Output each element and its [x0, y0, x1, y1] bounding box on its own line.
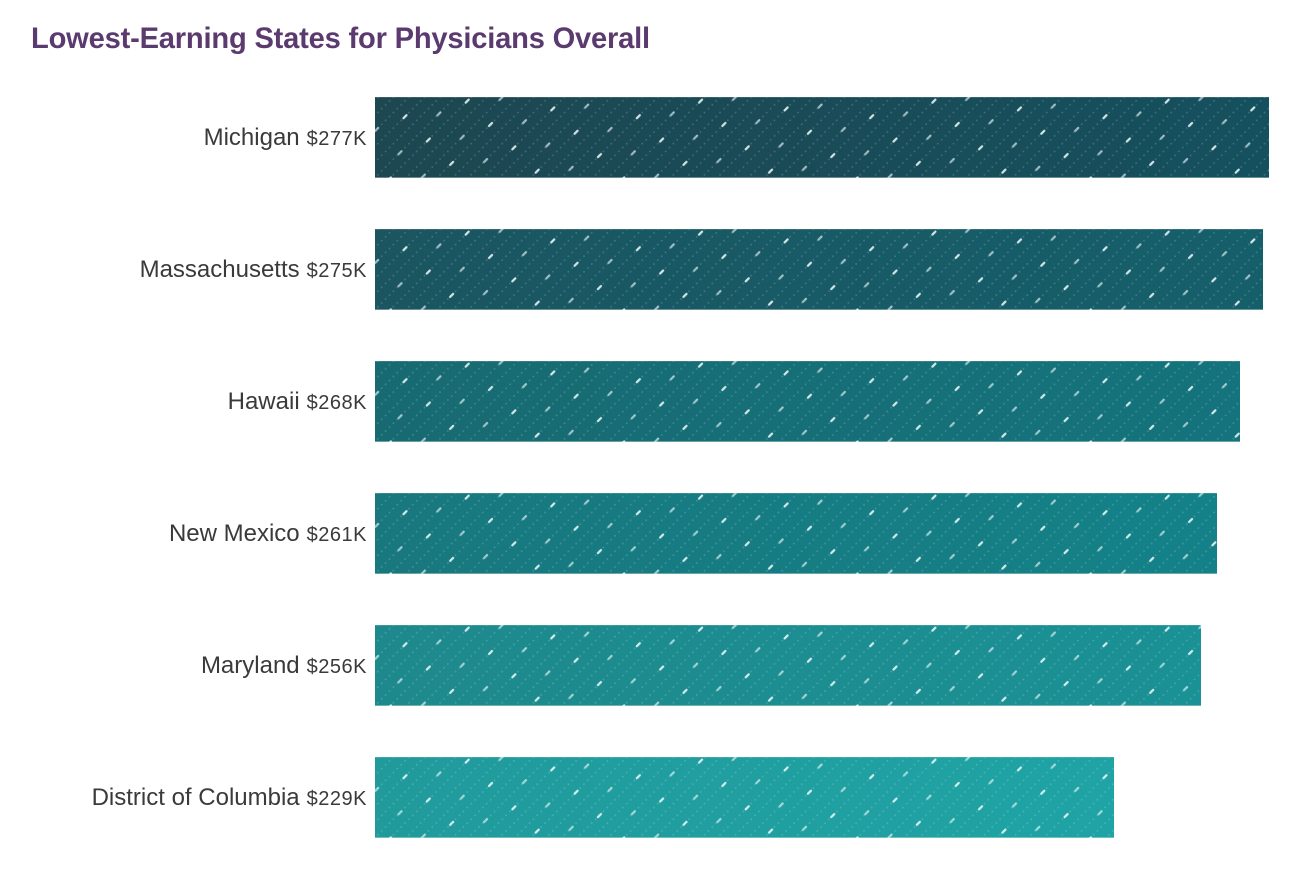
bar-texture-pattern: [375, 361, 1240, 442]
state-name: Michigan: [203, 123, 300, 151]
state-name: Massachusetts: [139, 255, 300, 283]
state-value: $256K: [306, 655, 367, 678]
bar-row: Hawaii $268K: [0, 361, 1240, 442]
state-name: Hawaii: [227, 387, 300, 415]
bar-label: Maryland $256K: [0, 652, 375, 680]
bar-texture-pattern: [375, 229, 1263, 310]
bar: [375, 361, 1240, 442]
state-value: $277K: [306, 127, 367, 150]
state-name: Maryland: [200, 651, 300, 679]
state-value: $261K: [306, 523, 367, 546]
bar-texture-pattern: [375, 625, 1201, 706]
bar-texture-pattern: [375, 757, 1114, 838]
state-name: District of Columbia: [91, 783, 300, 811]
bar-label: District of Columbia $229K: [0, 784, 375, 812]
bar-row: Michigan $277K: [0, 97, 1269, 178]
bar-row: Massachusetts $275K: [0, 229, 1263, 310]
bar-row: Maryland $256K: [0, 625, 1201, 706]
bar: [375, 493, 1217, 574]
state-value: $268K: [306, 391, 367, 414]
bar-label: Hawaii $268K: [0, 388, 375, 416]
state-value: $275K: [306, 259, 367, 282]
bar: [375, 757, 1114, 838]
bar: [375, 625, 1201, 706]
chart-title: Lowest-Earning States for Physicians Ove…: [31, 22, 650, 55]
bar-label: New Mexico $261K: [0, 520, 375, 548]
bar-texture-pattern: [375, 493, 1217, 574]
bar-row: District of Columbia $229K: [0, 757, 1114, 838]
bar-label: Massachusetts $275K: [0, 256, 375, 284]
bar-texture-pattern: [375, 97, 1269, 178]
bar-label: Michigan $277K: [0, 124, 375, 152]
bar: [375, 229, 1263, 310]
state-name: New Mexico: [168, 519, 300, 547]
bar: [375, 97, 1269, 178]
state-value: $229K: [306, 787, 367, 810]
bar-row: New Mexico $261K: [0, 493, 1217, 574]
